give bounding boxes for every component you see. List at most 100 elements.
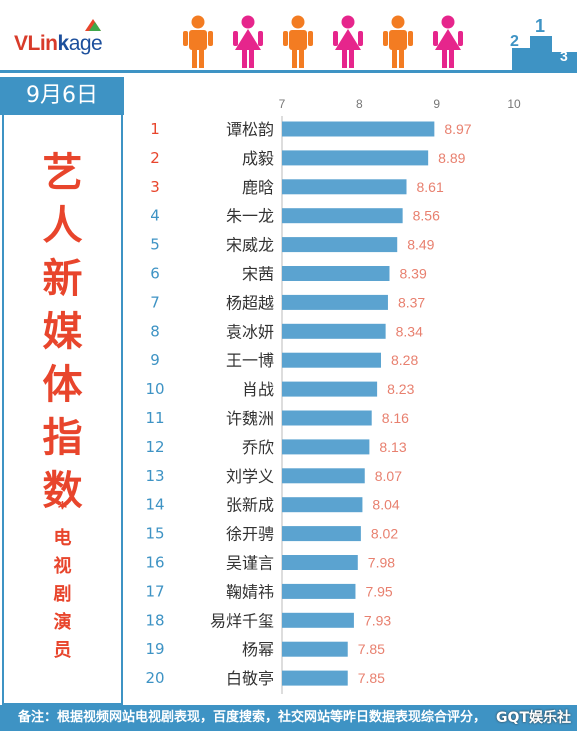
value-label: 8.28 xyxy=(391,352,418,368)
bar xyxy=(282,121,435,137)
value-label: 7.93 xyxy=(364,612,391,628)
category-label: 乔欣 xyxy=(242,438,274,457)
brand-logo: VLinkage xyxy=(14,32,103,55)
value-label: 8.39 xyxy=(399,266,426,282)
rank-label: 20 xyxy=(145,669,164,687)
side-title-char: 新 xyxy=(42,256,83,302)
category-label: 刘学义 xyxy=(226,467,274,486)
value-label: 7.85 xyxy=(358,641,385,657)
bar xyxy=(282,526,361,542)
rank-label: 17 xyxy=(145,582,164,600)
date-label: 9月6日 xyxy=(0,77,124,115)
value-label: 8.04 xyxy=(372,497,399,513)
category-label: 吴谨言 xyxy=(226,554,274,573)
side-star: * xyxy=(57,498,68,519)
rank-label: 4 xyxy=(150,207,160,225)
bar xyxy=(282,294,388,310)
value-label: 8.56 xyxy=(413,208,440,224)
bar xyxy=(282,439,370,455)
value-label: 8.07 xyxy=(375,468,402,484)
value-label: 7.85 xyxy=(358,670,385,686)
rank-label: 12 xyxy=(145,438,164,456)
female-person-icon xyxy=(333,15,363,68)
rank-label: 13 xyxy=(145,467,164,485)
side-panel: 艺 人 新 媒 体 指 数 * 电 视 剧 演 员 xyxy=(2,115,123,705)
rank-label: 1 xyxy=(150,120,160,138)
rank-label: 2 xyxy=(150,149,160,167)
category-label: 朱一龙 xyxy=(226,207,274,226)
rank-label: 5 xyxy=(150,236,160,254)
category-label: 袁冰妍 xyxy=(226,322,274,341)
bar xyxy=(282,352,381,368)
rank-label: 11 xyxy=(145,409,164,427)
rank-label: 9 xyxy=(150,351,160,369)
category-label: 杨超越 xyxy=(226,293,274,312)
value-label: 8.34 xyxy=(396,323,423,339)
podium-number-2: 2 xyxy=(510,33,519,50)
bar xyxy=(282,381,378,397)
rank-label: 7 xyxy=(150,293,160,311)
side-sub-char: 剧 xyxy=(53,584,72,605)
category-label: 鞠婧祎 xyxy=(226,582,274,601)
bar xyxy=(282,237,398,253)
value-label: 8.02 xyxy=(371,526,398,542)
male-person-icon xyxy=(383,15,413,68)
x-tick-label: 10 xyxy=(507,97,521,111)
bar xyxy=(282,410,372,426)
rank-label: 3 xyxy=(150,178,160,196)
side-title-char: 艺 xyxy=(42,150,83,196)
value-label: 8.37 xyxy=(398,294,425,310)
side-sub-char: 员 xyxy=(53,640,72,661)
bar xyxy=(282,670,348,686)
side-title-char: 指 xyxy=(42,415,83,461)
category-label: 成毅 xyxy=(242,149,274,168)
bar xyxy=(282,323,386,339)
footer-text: 备注：根据视频网站电视剧表现，百度搜索，社交网站等昨日数据表现综合评分， xyxy=(18,710,487,725)
category-label: 张新成 xyxy=(226,496,274,515)
side-title-char: 体 xyxy=(42,362,83,408)
side-sub-char: 演 xyxy=(53,612,72,633)
value-label: 8.13 xyxy=(379,439,406,455)
category-label: 王一博 xyxy=(226,351,274,370)
value-label: 8.16 xyxy=(382,410,409,426)
category-label: 谭松韵 xyxy=(226,120,274,139)
bar xyxy=(282,583,356,599)
category-label: 易烊千玺 xyxy=(210,611,274,630)
male-person-icon xyxy=(283,15,313,68)
category-label: 宋茜 xyxy=(242,265,274,284)
podium-number-3: 3 xyxy=(560,48,568,64)
rank-label: 19 xyxy=(145,640,164,658)
rank-label: 15 xyxy=(145,525,164,543)
bar xyxy=(282,555,358,570)
people-icons xyxy=(183,15,463,68)
side-title-char: 数 xyxy=(42,468,83,514)
podium-number-1: 1 xyxy=(535,16,545,36)
value-label: 8.49 xyxy=(407,237,434,253)
category-label: 徐开骋 xyxy=(226,525,274,544)
side-title: 艺 人 新 媒 体 指 数 xyxy=(4,147,121,518)
value-label: 7.98 xyxy=(368,555,395,571)
female-person-icon xyxy=(433,15,463,68)
podium-icon: 2 1 3 xyxy=(510,16,577,70)
bar xyxy=(282,612,354,628)
side-subtitle: 电 视 剧 演 员 xyxy=(4,525,121,665)
bar xyxy=(282,179,407,195)
value-label: 8.61 xyxy=(417,179,444,195)
bar xyxy=(282,468,365,484)
side-title-char: 人 xyxy=(42,203,83,249)
rank-label: 16 xyxy=(145,554,164,572)
value-label: 8.89 xyxy=(438,150,465,166)
category-label: 鹿晗 xyxy=(242,178,274,197)
rank-label: 18 xyxy=(145,611,164,629)
category-label: 肖战 xyxy=(242,380,274,399)
logo-mark-icon xyxy=(85,19,101,31)
x-tick-label: 9 xyxy=(433,97,440,111)
side-sub-char: 电 xyxy=(53,528,72,549)
category-label: 宋威龙 xyxy=(226,236,274,255)
bar xyxy=(282,208,403,224)
x-tick-label: 7 xyxy=(279,97,286,111)
rank-label: 6 xyxy=(150,265,160,283)
watermark: GQT娱乐社 xyxy=(496,710,571,726)
rank-label: 14 xyxy=(145,496,164,514)
side-title-char: 媒 xyxy=(42,309,83,355)
